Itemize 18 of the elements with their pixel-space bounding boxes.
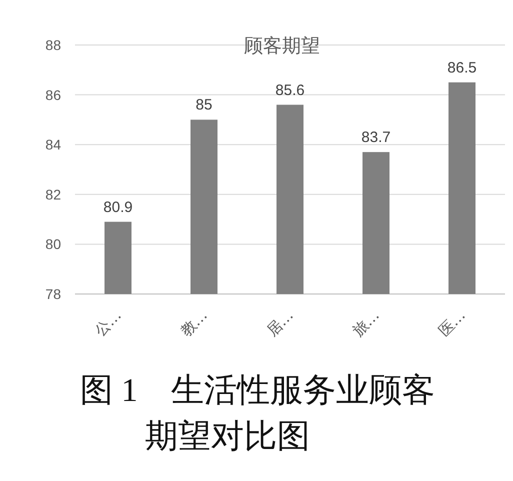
x-tick-label: 居… bbox=[262, 306, 297, 340]
chart-title: 顾客期望 bbox=[244, 35, 320, 57]
y-tick-label: 82 bbox=[45, 186, 62, 202]
x-tick-label: 教… bbox=[176, 306, 211, 340]
y-tick-label: 80 bbox=[45, 236, 62, 252]
x-tick-label: 医… bbox=[434, 306, 469, 340]
y-tick-label: 78 bbox=[45, 286, 62, 302]
y-tick-label: 86 bbox=[45, 86, 62, 103]
data-label: 85.6 bbox=[275, 82, 305, 99]
caption: 图 1 生活性服务业顾客期望对比图 bbox=[80, 372, 436, 457]
data-label: 86.5 bbox=[447, 59, 477, 76]
x-tick-label: 旅… bbox=[348, 306, 383, 340]
x-tick-label: 公… bbox=[90, 306, 125, 340]
y-tick-label: 84 bbox=[45, 136, 62, 153]
data-label: 83.7 bbox=[361, 129, 391, 146]
y-tick-label: 88 bbox=[45, 37, 62, 53]
data-label: 80.9 bbox=[103, 198, 133, 216]
data-label: 85 bbox=[196, 96, 212, 114]
